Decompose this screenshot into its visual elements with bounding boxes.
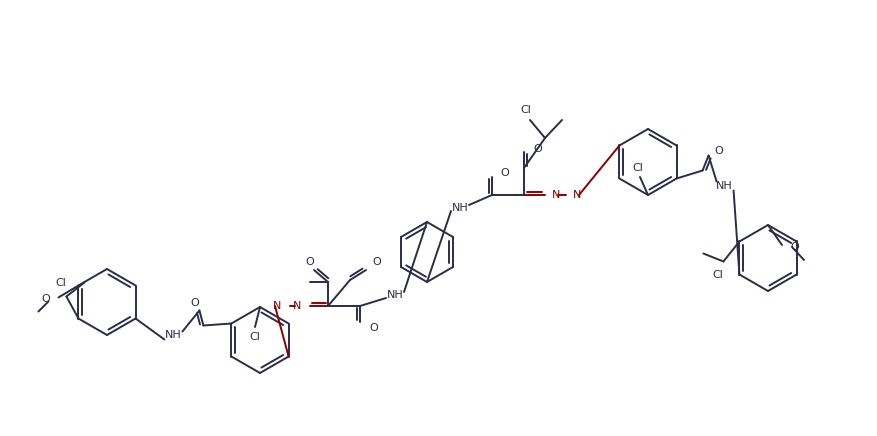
- Text: O: O: [369, 323, 378, 333]
- Text: Cl: Cl: [712, 270, 723, 280]
- Text: Cl: Cl: [632, 163, 644, 173]
- Text: N: N: [273, 301, 281, 311]
- Text: O: O: [533, 144, 542, 154]
- Text: O: O: [715, 146, 724, 157]
- Text: N: N: [552, 190, 560, 200]
- Text: O: O: [190, 297, 199, 307]
- Text: O: O: [500, 168, 509, 178]
- Text: Cl: Cl: [250, 332, 260, 342]
- Text: NH: NH: [387, 290, 403, 300]
- Text: Cl: Cl: [521, 105, 531, 115]
- Text: NH: NH: [717, 181, 733, 191]
- Text: N: N: [573, 190, 581, 200]
- Text: N: N: [293, 301, 301, 311]
- Text: O: O: [305, 257, 314, 267]
- Text: O: O: [790, 242, 799, 252]
- Text: O: O: [42, 294, 50, 304]
- Text: NH: NH: [452, 203, 468, 213]
- Text: O: O: [372, 257, 381, 267]
- Text: NH: NH: [165, 330, 182, 341]
- Text: Cl: Cl: [55, 279, 66, 289]
